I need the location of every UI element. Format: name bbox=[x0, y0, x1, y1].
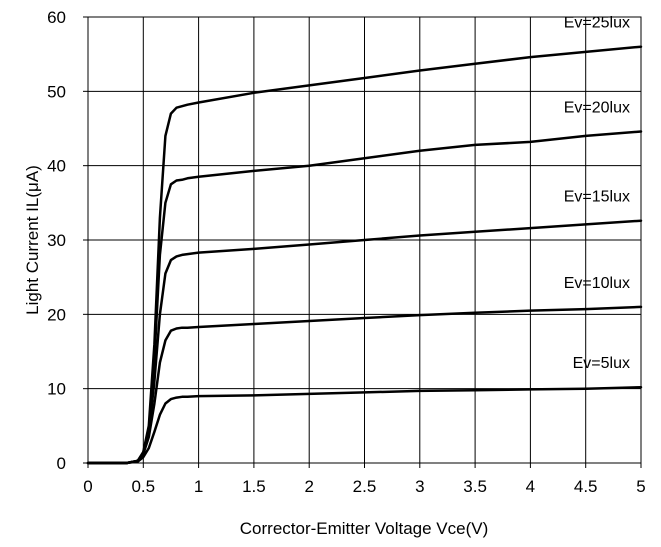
x-tick-label: 5 bbox=[636, 477, 645, 496]
x-tick-label: 3 bbox=[415, 477, 424, 496]
plot-frame bbox=[87, 16, 642, 464]
series-line bbox=[86, 305, 643, 465]
y-axis-title: Light Current IL(μA) bbox=[23, 165, 42, 315]
series-label: Ev=15lux bbox=[564, 189, 630, 206]
series-line bbox=[86, 385, 643, 465]
x-tick-label: 0.5 bbox=[131, 477, 155, 496]
x-tick-label: 2 bbox=[304, 477, 313, 496]
series-lines bbox=[86, 45, 643, 465]
series-label: Ev=10lux bbox=[564, 275, 630, 292]
series-labels: Ev=25lux Ev=20lux Ev=15lux Ev=10lux Ev=5lux bbox=[564, 15, 630, 372]
x-tick-label: 2.5 bbox=[353, 477, 377, 496]
x-tick-label: 4.5 bbox=[574, 477, 598, 496]
y-tick-label: 0 bbox=[57, 454, 66, 473]
y-tick-label: 60 bbox=[47, 8, 66, 27]
x-tick-label: 1 bbox=[194, 477, 203, 496]
y-tick-label: 30 bbox=[47, 231, 66, 250]
x-tick-label: 0 bbox=[83, 477, 92, 496]
series-label: Ev=20lux bbox=[564, 99, 630, 116]
x-tick-label: 3.5 bbox=[463, 477, 487, 496]
series-label: Ev=25lux bbox=[564, 15, 630, 32]
y-axis-title-unit: (μA) bbox=[23, 165, 42, 197]
y-tick-label: 10 bbox=[47, 380, 66, 399]
x-tick-label: 1.5 bbox=[242, 477, 266, 496]
y-tick-label: 20 bbox=[47, 305, 66, 324]
y-tick-label: 50 bbox=[47, 82, 66, 101]
x-axis-title: Corrector-Emitter Voltage Vce(V) bbox=[240, 519, 488, 538]
x-tick-label: 4 bbox=[526, 477, 535, 496]
y-tick-label: 40 bbox=[47, 157, 66, 176]
axes bbox=[83, 16, 642, 468]
series-label: Ev=5lux bbox=[573, 355, 630, 372]
y-axis-title-main: Light Current IL bbox=[23, 198, 42, 315]
